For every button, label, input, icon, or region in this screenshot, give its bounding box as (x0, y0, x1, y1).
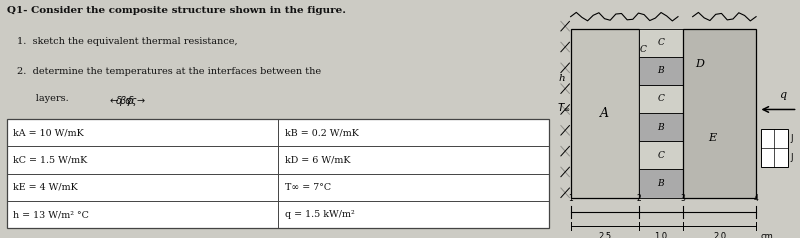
Text: kD = 6 W/mK: kD = 6 W/mK (285, 156, 350, 164)
Text: E: E (708, 133, 716, 143)
Text: J: J (790, 134, 793, 143)
Text: kA = 10 W/mK: kA = 10 W/mK (14, 128, 84, 137)
Bar (639, 113, 683, 141)
Bar (683, 29, 756, 198)
Text: kC = 1.5 W/mK: kC = 1.5 W/mK (14, 156, 87, 164)
Text: 1.0: 1.0 (654, 232, 667, 238)
Bar (639, 85, 683, 113)
Text: C: C (658, 94, 664, 104)
Text: B: B (658, 123, 664, 132)
Bar (639, 57, 683, 85)
Text: D: D (695, 59, 704, 69)
Text: A: A (600, 107, 610, 119)
Text: C: C (658, 151, 664, 160)
Text: 1.  sketch the equivalent thermal resistance,: 1. sketch the equivalent thermal resista… (17, 37, 238, 46)
Text: cm: cm (761, 232, 774, 238)
Bar (6, 119, 550, 228)
Bar (761, 129, 788, 167)
Text: 2.5: 2.5 (598, 232, 611, 238)
Text: 2.0: 2.0 (713, 232, 726, 238)
Text: C: C (658, 38, 664, 47)
Text: B: B (658, 66, 664, 75)
Bar (639, 141, 683, 169)
Text: C: C (639, 45, 646, 55)
Text: q: q (779, 90, 786, 100)
Bar (570, 29, 639, 198)
Bar (639, 29, 683, 57)
Text: B: B (658, 179, 664, 188)
Bar (639, 169, 683, 198)
Text: J: J (790, 153, 793, 162)
Text: 2: 2 (637, 194, 642, 203)
Text: 1: 1 (568, 194, 573, 203)
Text: 3: 3 (681, 194, 686, 203)
Text: kB = 0.2 W/mK: kB = 0.2 W/mK (285, 128, 358, 137)
Text: $T_\infty$: $T_\infty$ (558, 101, 571, 113)
Text: h = 13 W/m² °C: h = 13 W/m² °C (14, 210, 90, 219)
Text: layers.: layers. (17, 94, 69, 103)
Text: kE = 4 W/mK: kE = 4 W/mK (14, 183, 78, 192)
Text: h: h (558, 74, 565, 83)
Text: 4: 4 (754, 194, 758, 203)
Text: 2.  determine the temperatures at the interfaces between the: 2. determine the temperatures at the int… (17, 67, 321, 76)
Text: q = 1.5 kW/m²: q = 1.5 kW/m² (285, 210, 354, 219)
Text: $\leftarrow\!\!\!\mathit{\delta\!\beta\!\varsigma\!\!\!\gamma\!\!\delta\!\!\vars: $\leftarrow\!\!\!\mathit{\delta\!\beta\!… (109, 94, 146, 108)
Text: T∞ = 7°C: T∞ = 7°C (285, 183, 330, 192)
Text: Q1- Consider the composite structure shown in the figure.: Q1- Consider the composite structure sho… (6, 6, 346, 15)
